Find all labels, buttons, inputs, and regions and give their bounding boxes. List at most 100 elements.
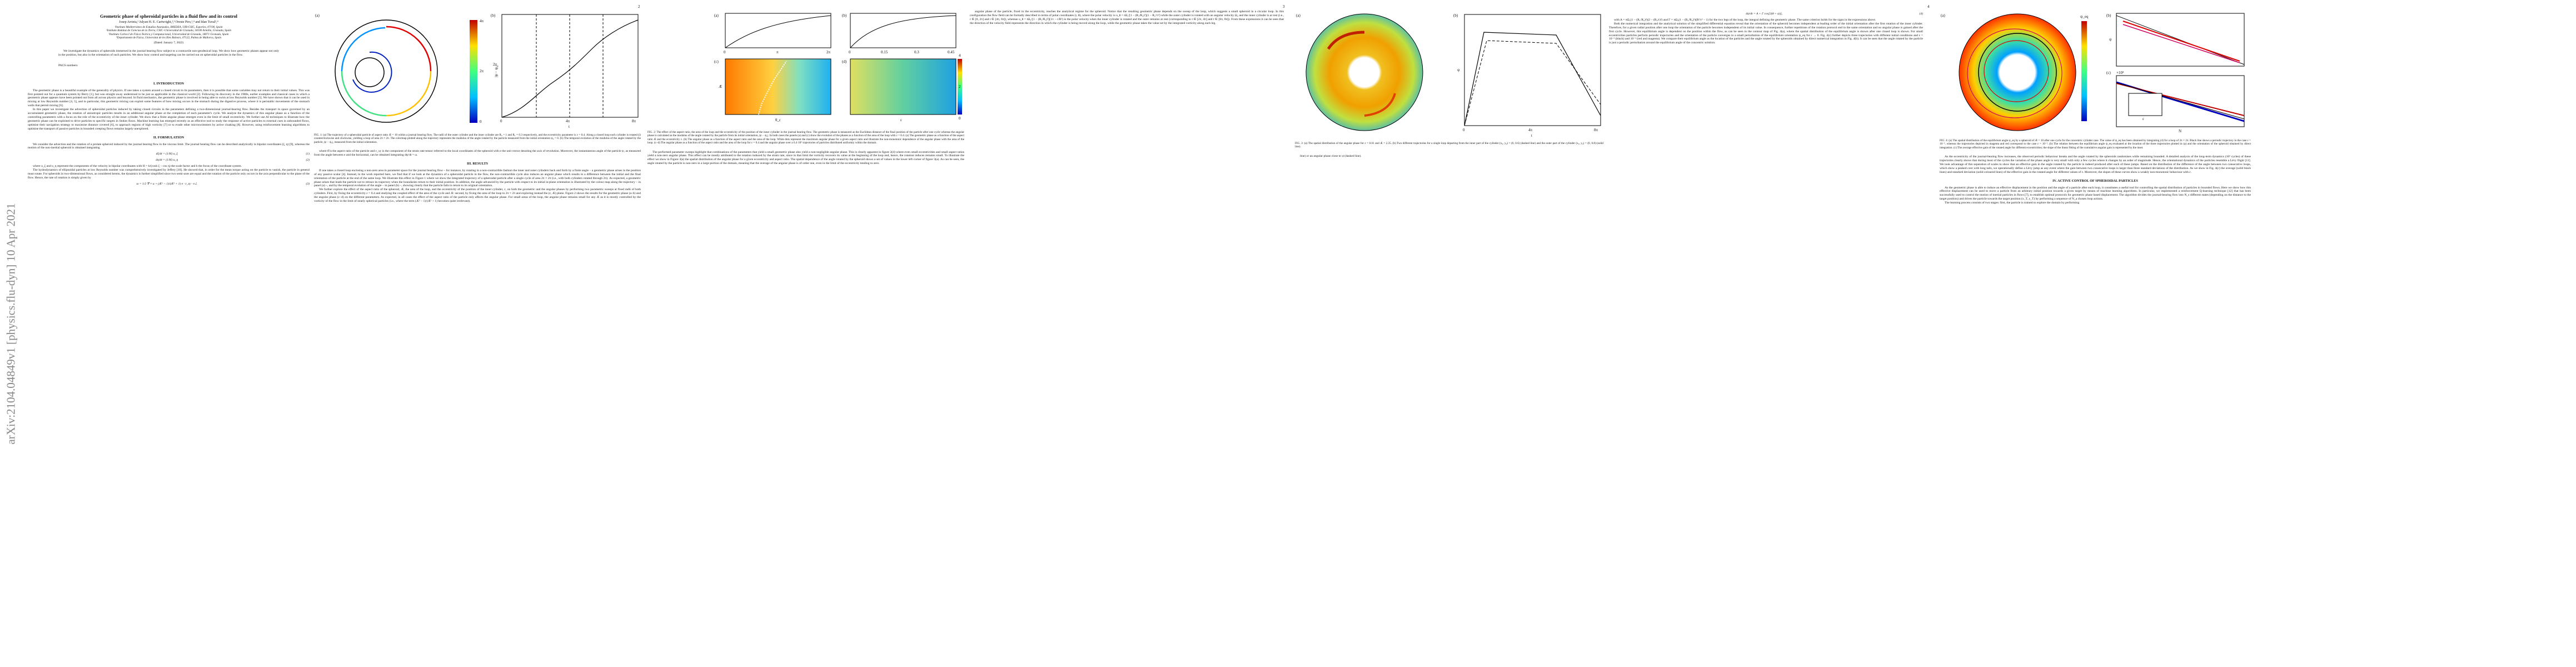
curve (501, 19, 639, 118)
section-heading: II. FORMULATION (153, 135, 185, 140)
figure-3: (a) (b) 0 4π 8π t ψ (1296, 13, 1601, 138)
equation-text: dη/dt = (1/H) u_η (156, 158, 178, 162)
colorbar-label: 4 (959, 53, 961, 58)
arxiv-stamp: arXiv:2104.04849v1 [physics.flu-dyn] 10 … (4, 203, 18, 445)
curve (850, 15, 956, 48)
affiliation: ²Instituto Andaluz de Ciencias de la Tie… (106, 29, 232, 33)
inset-axis-label: ε (2142, 117, 2144, 121)
pacs: PACS numbers: (58, 63, 78, 67)
figure-caption: FIG. 2: The effect of the aspect ratio, … (647, 130, 964, 145)
section-heading: I. INTRODUCTION (153, 81, 184, 86)
axes (850, 13, 956, 48)
y-axis-label: ψ (1457, 68, 1460, 72)
column: (a) (b) 0 4π 8π t ψ FIG. 3: (a) The spat… (1295, 10, 1603, 158)
axes (1464, 14, 1601, 126)
outer-cylinder (335, 19, 438, 123)
trajectory (386, 26, 432, 72)
colorbar (958, 59, 962, 115)
x-tick-label: 4π (1528, 128, 1533, 132)
paragraph: line) or an angular phase close to ψ (da… (1300, 154, 1362, 158)
x-tick-label: 0 (724, 50, 726, 54)
equation: dη/dt = (1/H) u_η (2) (28, 158, 310, 162)
panel-label: (a) (1941, 13, 1945, 18)
x-axis-label: N (2179, 129, 2181, 133)
figure-caption: FIG. 1: (a) The trajectory of a spheroid… (314, 133, 641, 144)
colorbar-label: 2π (480, 69, 484, 73)
column: (a) 4π 2π 0 (b) 0 4π 8π t |ψ − ψ₀| 2π FI… (314, 10, 641, 203)
x-tick-label: 0.45 (948, 50, 955, 54)
figure-1: (a) 4π 2π 0 (b) 0 4π 8π t |ψ − ψ₀| 2π (315, 13, 639, 129)
equation-text: dξ/dt = (1/H) u_ξ (156, 152, 178, 156)
paragraph: The learning process consists of two sta… (1945, 201, 2080, 205)
heatmap (850, 58, 956, 115)
trajectory-outer (1464, 32, 1601, 126)
heatmap (725, 58, 831, 115)
paragraph: with A = πΩ₁(1 − (R₁/R₂)²)(2 − (R₂/r)²) … (1614, 18, 1876, 22)
figure-caption: FIG. 4: (a) The spatial distribution of … (1940, 138, 2251, 150)
abstract: We investigate the dynamics of spheroids… (58, 49, 279, 57)
axes (2116, 13, 2245, 67)
x-axis-label: t (1531, 133, 1532, 138)
x-tick-label: 0.3 (914, 50, 919, 54)
panel-label: (a) (1296, 13, 1301, 18)
paragraph: As the eccentricity of the journal-beari… (1940, 155, 2251, 174)
colorbar-label: 4π (480, 19, 484, 23)
equation: dψ/dt = A + Γ cos[2(θ + ψ)], (4) (1609, 12, 1923, 16)
panel-label: (b) (491, 13, 496, 18)
column: angular phase of the particle, fixed in … (970, 10, 1284, 26)
paragraph: In this paper we investigate the advecti… (28, 108, 310, 131)
equation: dξ/dt = (1/H) u_ξ (1) (28, 152, 310, 156)
paragraph: We consider the advection and the rotati… (28, 142, 310, 150)
colorbar-label: 0 (480, 120, 482, 124)
figure-caption: FIG. 3: (a) The spatial distribution of … (1295, 141, 1603, 149)
trajectory (1967, 28, 2062, 118)
angular-phase-band (1364, 93, 1396, 117)
curve (725, 15, 831, 48)
x-tick-label: 0.15 (881, 50, 888, 54)
x-axis-label: θ_c (775, 118, 781, 122)
trajectory (1984, 40, 2049, 102)
x-axis-label: ε (900, 118, 902, 122)
paragraph: The geometric phase is a beautiful examp… (28, 88, 310, 108)
colorbar (2081, 21, 2087, 121)
panel-label: (c) (2106, 71, 2111, 75)
panel-label: (d) (842, 59, 847, 64)
axis-multiplier: ×10³ (2116, 71, 2124, 75)
trajectory (386, 71, 432, 117)
panel-label: (a) (714, 13, 719, 18)
inner-cylinder (355, 57, 385, 87)
y-axis-label: Æ (719, 84, 722, 89)
date: (Dated: January 7, 2022) (153, 41, 184, 45)
angular-phase-band (1327, 31, 1365, 50)
paragraph: Both the numerical integration and the a… (1609, 22, 1923, 45)
colorbar (470, 20, 477, 123)
equation-text: ω = 1/2 ∇ × u + (Æ² − 1)/(Æ² + 1) e · ε_… (136, 182, 197, 186)
x-tick-label: 0 (1463, 128, 1465, 132)
column: (a) ψ_eq (b) ψ (c) ×10³ ε N FIG. 4: (a) … (1940, 10, 2251, 205)
paragraph: We further explore the effect of the asp… (314, 188, 641, 203)
x-tick-label: 0 (849, 50, 851, 54)
colorbar-label: ψ_eq (2080, 14, 2089, 19)
panel-label: (b) (2106, 13, 2111, 18)
paragraph: As the geometric phase is able to induce… (1940, 186, 2251, 201)
axes (2116, 75, 2245, 127)
section-heading: IV. ACTIVE CONTROL OF SPHEROIDAL PARTICL… (2052, 178, 2138, 183)
figure-4: (a) ψ_eq (b) ψ (c) ×10³ ε N (1941, 13, 2245, 133)
affiliation: ¹Instituto Mediterráneo de Estudios Avan… (114, 25, 223, 29)
reference-line (2116, 15, 2245, 65)
paragraph: The performed parameter sweeps highlight… (647, 150, 964, 166)
points (2122, 24, 2240, 63)
affiliations: ¹Instituto Mediterráneo de Estudios Avan… (28, 26, 310, 39)
points (2122, 21, 2240, 62)
x-axis-label: t (569, 125, 570, 129)
title: Geometric phase of spheroidal particles … (100, 14, 237, 19)
x-tick-label: π (776, 50, 779, 54)
paragraph: where θ̂ is the aspect ratio of the part… (314, 150, 641, 157)
affiliation: ⁴Departament de Física, Universitat de l… (116, 36, 222, 39)
equation-number: (2) (306, 158, 310, 162)
paragraph: where u_ξ and u_η represent the componen… (33, 165, 242, 168)
paragraph: angular phase of the particle, fixed in … (970, 10, 1284, 25)
colorbar-label: 0 (959, 116, 961, 121)
trajectory-inner (1464, 40, 1601, 126)
panel-label: (b) (842, 13, 847, 18)
